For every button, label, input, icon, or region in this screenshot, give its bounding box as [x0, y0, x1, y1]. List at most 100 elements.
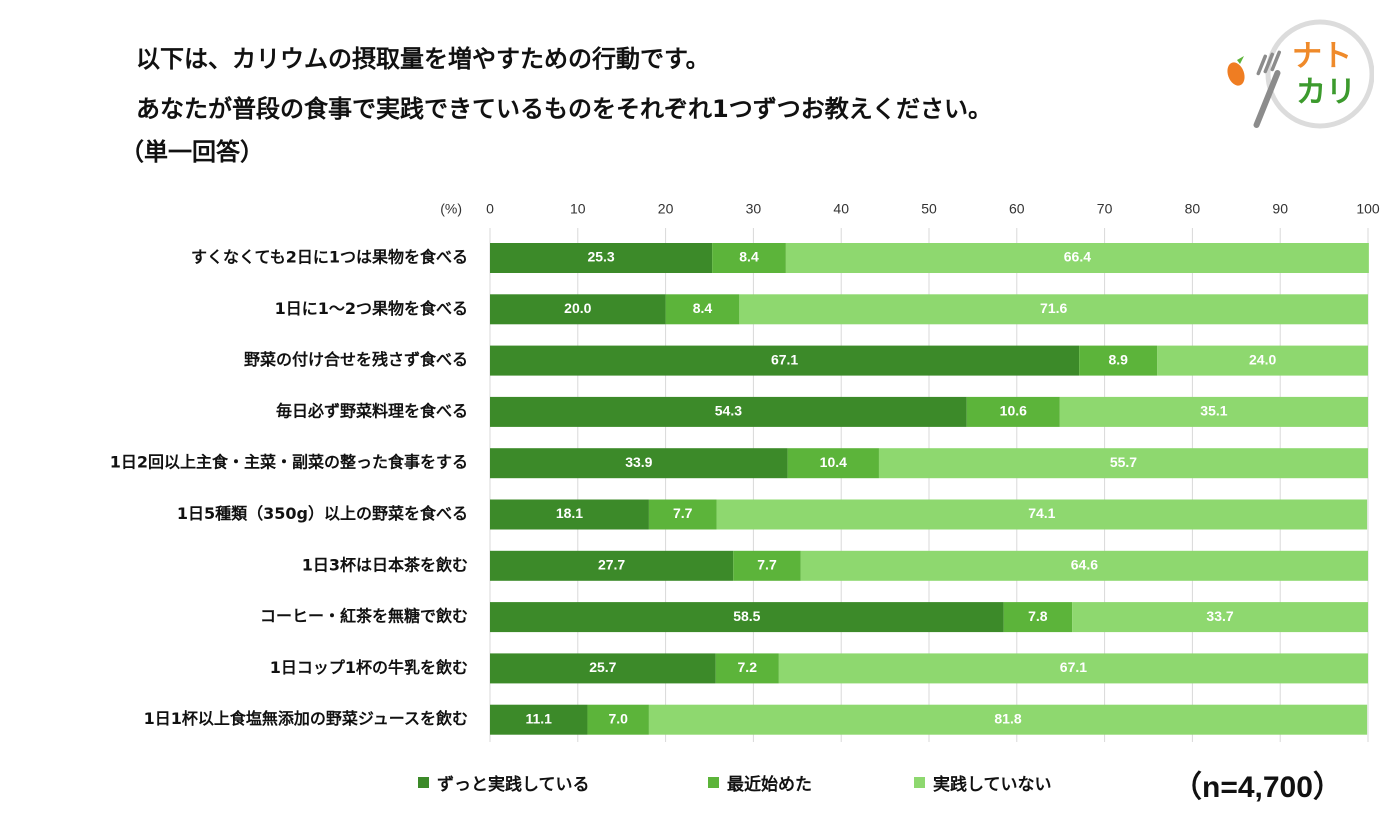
- data-label: 7.7: [757, 557, 777, 573]
- bar-segment: [1072, 602, 1368, 633]
- bar-segment: [490, 448, 788, 479]
- data-label: 8.9: [1108, 351, 1128, 367]
- category-label: 1日コップ1杯の牛乳を飲む: [270, 658, 468, 677]
- bar-segment: [800, 550, 1368, 581]
- data-label: 10.4: [820, 454, 847, 470]
- data-label: 54.3: [715, 403, 742, 419]
- x-tick-label: 70: [1097, 201, 1113, 217]
- data-label: 67.1: [1060, 659, 1087, 675]
- data-label: 33.9: [625, 454, 652, 470]
- data-label: 8.4: [693, 300, 713, 316]
- data-label: 74.1: [1028, 505, 1055, 521]
- x-tick-label: 40: [833, 201, 849, 217]
- bar-segment: [1079, 345, 1158, 376]
- natokari-logo: ナト カリ: [1227, 19, 1374, 129]
- bar-segment: [665, 294, 740, 325]
- x-tick-label: 20: [658, 201, 674, 217]
- x-tick-label: 100: [1356, 201, 1380, 217]
- data-label: 7.2: [738, 659, 758, 675]
- data-label: 58.5: [733, 608, 760, 624]
- legend-label-recent: 最近始めた: [727, 775, 812, 795]
- unit-label: (%): [440, 201, 462, 217]
- legend-swatch-recent: [708, 777, 719, 788]
- x-tick-label: 0: [486, 201, 494, 217]
- bar-segment: [490, 499, 649, 530]
- legend-label-not: 実践していない: [933, 775, 1052, 795]
- x-tick-label: 50: [921, 201, 937, 217]
- answer-type-note: （単一回答）: [120, 138, 264, 166]
- bar-segment: [490, 653, 716, 684]
- data-label: 66.4: [1064, 249, 1091, 265]
- carrot-icon: [1227, 56, 1245, 86]
- chart-question: 以下は、カリウムの摂取量を増やすための行動です。 あなたが普段の食事で実践できて…: [136, 34, 992, 134]
- data-label: 11.1: [525, 710, 552, 726]
- bar-segment: [490, 243, 713, 273]
- fork-icon: [1253, 50, 1281, 128]
- category-label: 1日2回以上主食・主菜・副菜の整った食事をする: [110, 453, 468, 472]
- data-label: 7.0: [608, 710, 628, 726]
- sample-size: （n=4,700）: [1172, 771, 1343, 804]
- bar-segment: [490, 602, 1004, 633]
- data-label: 8.4: [739, 249, 759, 265]
- bar-segment: [966, 396, 1060, 427]
- logo-text-kari: カリ: [1296, 75, 1356, 110]
- category-label: すくなくても2日に1つは果物を食べる: [191, 248, 468, 267]
- bar-segment: [587, 704, 649, 735]
- bar-segment: [648, 499, 717, 530]
- logo-ring: [1265, 19, 1374, 129]
- data-label: 25.3: [587, 249, 614, 265]
- bar-segment: [716, 499, 1368, 530]
- bar-segment: [712, 243, 786, 273]
- bar-segment: [490, 294, 666, 325]
- category-label: 野菜の付け合せを残さず食べる: [244, 350, 468, 369]
- data-label: 24.0: [1249, 351, 1276, 367]
- bar-segment: [490, 550, 734, 581]
- question-line-1: 以下は、カリウムの摂取量を増やすための行動です。: [136, 45, 710, 73]
- category-label: 1日3杯は日本茶を飲む: [302, 555, 468, 574]
- x-tick-label: 60: [1009, 201, 1025, 217]
- legend-item-recent: 最近始めた: [708, 770, 812, 795]
- chart-legend: ずっと実践している 最近始めた 実践していない: [0, 770, 1396, 800]
- x-tick-label: 10: [570, 201, 586, 217]
- data-label: 81.8: [994, 710, 1021, 726]
- data-label: 27.7: [598, 557, 625, 573]
- data-label: 18.1: [556, 505, 583, 521]
- data-label: 7.7: [673, 505, 693, 521]
- bar-segment: [490, 704, 588, 735]
- stacked-bar-chart: (%) 0 10 20 30 40 50 60 70 80 90 100 すくなくても2日に1つは果物を…: [110, 201, 1380, 742]
- x-tick-label: 30: [746, 201, 762, 217]
- bar-segment: [785, 243, 1369, 273]
- x-tick-label: 80: [1185, 201, 1201, 217]
- legend-swatch-always: [418, 777, 429, 788]
- legend-item-always: ずっと実践している: [418, 770, 590, 795]
- bar-segment: [648, 704, 1368, 735]
- logo-text-nato: ナト: [1292, 39, 1352, 74]
- bar-segment: [733, 550, 801, 581]
- bar-segment: [715, 653, 779, 684]
- data-label: 10.6: [1000, 403, 1027, 419]
- x-tick-label: 90: [1272, 201, 1288, 217]
- data-label: 20.0: [564, 300, 591, 316]
- data-label: 33.7: [1206, 608, 1233, 624]
- category-label: コーヒー・紅茶を無糖で飲む: [260, 607, 468, 626]
- bar-segment: [878, 448, 1368, 479]
- category-label: 1日に1～2つ果物を食べる: [275, 299, 468, 318]
- bar-segment: [787, 448, 879, 479]
- bar-segment: [1157, 345, 1368, 376]
- category-label: 1日1杯以上食塩無添加の野菜ジュースを飲む: [144, 709, 468, 728]
- bar-segment: [490, 345, 1080, 376]
- data-label: 7.8: [1028, 608, 1048, 624]
- bar-segment: [490, 396, 967, 427]
- bar-segment: [1003, 602, 1073, 633]
- category-label: 1日5種類（350g）以上の野菜を食べる: [177, 504, 468, 523]
- data-label: 55.7: [1110, 454, 1137, 470]
- question-line-2: あなたが普段の食事で実践できているものをそれぞれ1つずつお教えください。: [136, 95, 992, 123]
- category-label: 毎日必ず野菜料理を食べる: [276, 401, 468, 420]
- legend-item-not: 実践していない: [914, 770, 1052, 795]
- bar-segment: [778, 653, 1368, 684]
- data-label: 64.6: [1071, 557, 1098, 573]
- data-label: 67.1: [771, 351, 798, 367]
- data-label: 71.6: [1040, 300, 1067, 316]
- bar-segment: [739, 294, 1368, 325]
- bar-segment: [1059, 396, 1368, 427]
